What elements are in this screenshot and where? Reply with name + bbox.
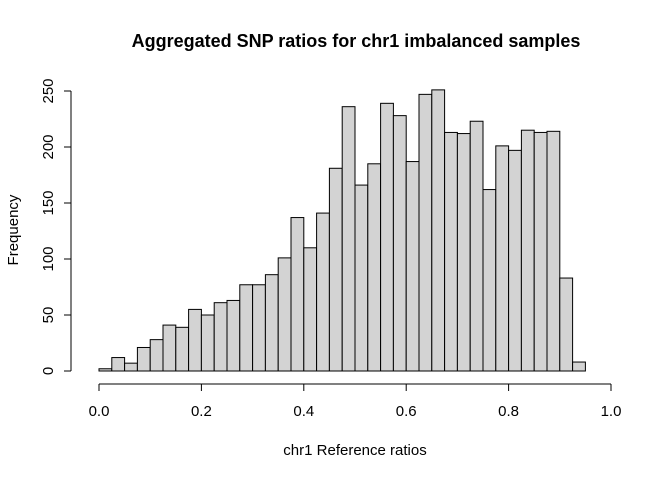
histogram-bar [392, 115, 407, 372]
histogram-bar [482, 189, 497, 372]
histogram-bar [124, 362, 138, 372]
y-tick-label: 250 [40, 78, 57, 103]
histogram-bars [98, 89, 586, 372]
y-tick-label: 0 [40, 367, 57, 375]
y-axis: 0 50 100 150 200 250 [40, 78, 72, 375]
histogram-bar [175, 326, 190, 372]
x-tick-label: 0.0 [89, 403, 110, 420]
histogram-bar [239, 284, 254, 372]
histogram-bar [149, 339, 164, 372]
histogram-bar [572, 361, 586, 372]
histogram-bar [418, 93, 433, 372]
histogram-bar [316, 212, 330, 372]
x-axis-label: chr1 Reference ratios [283, 442, 426, 459]
histogram-bar [559, 277, 574, 372]
histogram-bar [111, 357, 126, 372]
chart-title: Aggregated SNP ratios for chr1 imbalance… [132, 31, 581, 51]
histogram-bar [162, 324, 177, 372]
y-tick-label: 100 [40, 246, 57, 271]
histogram-bar [290, 217, 305, 372]
x-tick-label: 0.2 [191, 403, 212, 420]
y-tick-label: 50 [40, 307, 57, 324]
x-tick-label: 1.0 [601, 403, 622, 420]
histogram-bar [277, 257, 292, 372]
histogram-bar [533, 131, 548, 372]
x-tick-label: 0.8 [498, 403, 519, 420]
histogram-bar [200, 314, 215, 372]
histogram-bar [520, 129, 535, 372]
histogram-bar [341, 106, 356, 372]
histogram-bar [98, 368, 113, 372]
histogram-bar [213, 302, 228, 372]
histogram-bar [188, 308, 202, 372]
histogram-bar [431, 89, 446, 372]
histogram-bar [405, 161, 420, 372]
histogram-bar [495, 145, 510, 372]
histogram-bar [546, 130, 561, 372]
histogram-bar [252, 284, 266, 372]
histogram-bar [456, 133, 471, 372]
histogram-bar [354, 184, 369, 372]
y-axis-label: Frequency [5, 194, 22, 265]
y-tick-label: 150 [40, 190, 57, 215]
histogram-bar [367, 163, 382, 372]
histogram-bar [303, 247, 318, 372]
x-tick-label: 0.6 [396, 403, 417, 420]
histogram-bar [264, 274, 279, 372]
histogram-bar [508, 149, 522, 372]
x-tick-label: 0.4 [293, 403, 314, 420]
y-tick-label: 200 [40, 134, 57, 159]
histogram-bar [226, 299, 241, 372]
histogram-bar [444, 131, 458, 372]
histogram-bar [328, 167, 343, 372]
histogram-bar [469, 120, 484, 372]
histogram-bar [380, 102, 394, 372]
histogram-bar [136, 346, 151, 372]
x-axis: 0.0 0.2 0.4 0.6 0.8 1.0 [89, 383, 622, 420]
